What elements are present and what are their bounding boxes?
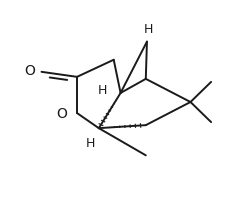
Text: H: H bbox=[85, 137, 94, 150]
Text: H: H bbox=[143, 23, 152, 37]
Text: H: H bbox=[97, 84, 107, 98]
Text: O: O bbox=[56, 107, 67, 121]
Text: O: O bbox=[24, 64, 35, 78]
